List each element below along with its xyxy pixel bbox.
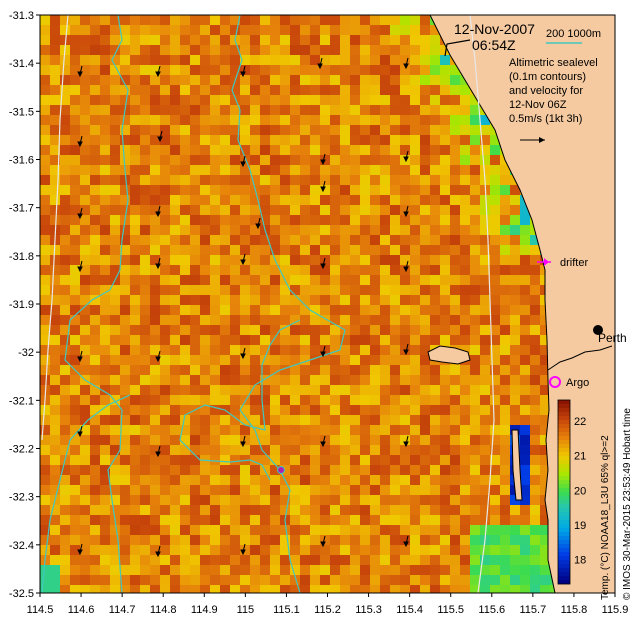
rottnest-island: [427, 345, 471, 365]
float-position-icon: [277, 466, 285, 474]
x-tick-label: 115.8: [561, 604, 588, 616]
colorbar-tick-label: 22: [574, 416, 586, 428]
x-tick-label: 115.3: [355, 604, 382, 616]
altimetry-note-line-1: Altimetric sealevel: [509, 57, 598, 69]
x-axis: 114.5 114.6 114.7 114.8 114.9 115 115.1 115.2 11…: [27, 593, 629, 616]
altimetry-note: Altimetric sealevel (0.1m contours) and …: [509, 57, 598, 125]
y-tick-label: -31.5: [9, 106, 34, 118]
perth-marker-icon: [593, 325, 603, 335]
x-tick-label: 115.1: [273, 604, 300, 616]
y-axis: -31.3 -31.4 -31.5 -31.6 -31.7 -31.8 -31.9 -32 -3…: [9, 10, 40, 600]
x-tick-label: 115.2: [314, 604, 341, 616]
colorbar-tick-label: 21: [574, 451, 586, 463]
y-tick-label: -31.9: [9, 299, 34, 311]
perth-label: Perth: [598, 331, 627, 345]
header-pointer: [444, 39, 471, 57]
time-label: 06:54Z: [472, 37, 516, 53]
altimetry-note-line-4: 12-Nov 06Z: [509, 99, 567, 111]
x-tick-label: 115.4: [396, 604, 423, 616]
y-tick-label: -32.1: [9, 395, 34, 407]
velocity-scale-arrow-icon: [520, 137, 545, 143]
x-tick-label: 114.6: [68, 604, 95, 616]
y-tick-label: -31.7: [9, 203, 34, 215]
y-tick-label: -31.4: [9, 58, 34, 70]
x-tick-label: 115.5: [437, 604, 464, 616]
x-tick-label: 115: [237, 604, 255, 616]
altimetry-note-line-3: and velocity for: [509, 85, 583, 97]
colorbar: 22 21 20 19 18: [557, 399, 586, 585]
credit-text: © IMOS 30-Mar-2015 23:53:49 Hobart time: [622, 408, 633, 600]
bathymetry-legend-label: 200 1000m: [546, 28, 601, 40]
colorbar-tick-label: 19: [574, 520, 586, 532]
drifter-label: drifter: [560, 257, 588, 269]
x-tick-label: 114.9: [191, 604, 218, 616]
colorbar-label: Temp. (°C) NOAA18_L3U 65% ql>=2: [600, 435, 611, 600]
date-label: 12-Nov-2007: [454, 21, 535, 37]
y-tick-label: -32: [18, 347, 34, 359]
x-tick-label: 115.6: [478, 604, 505, 616]
x-tick-label: 114.7: [109, 604, 136, 616]
y-tick-label: -32.3: [9, 492, 34, 504]
y-tick-label: -32.4: [9, 540, 34, 552]
altimetry-note-line-5: 0.5m/s (1kt 3h): [509, 113, 582, 125]
colorbar-tick-label: 20: [574, 485, 586, 497]
x-tick-label: 114.5: [27, 604, 54, 616]
colorbar-tick-label: 18: [574, 555, 586, 567]
argo-marker-icon: [549, 376, 561, 388]
x-tick-label: 115.9: [602, 604, 629, 616]
altimetry-note-line-2: (0.1m contours): [509, 71, 586, 83]
y-tick-label: -31.3: [9, 10, 34, 22]
y-tick-label: -31.6: [9, 155, 34, 167]
swan-river: [547, 345, 613, 371]
x-tick-label: 114.8: [150, 604, 177, 616]
sealevel-contours: [41, 14, 495, 594]
garden-island: [511, 429, 523, 501]
argo-label: Argo: [566, 377, 589, 389]
y-tick-label: -31.8: [9, 251, 34, 263]
y-tick-label: -32.2: [9, 444, 34, 456]
y-tick-label: -32.5: [9, 588, 34, 600]
x-tick-label: 115.7: [519, 604, 546, 616]
velocity-arrows: [77, 57, 409, 558]
drifter-marker-icon: [537, 258, 551, 266]
